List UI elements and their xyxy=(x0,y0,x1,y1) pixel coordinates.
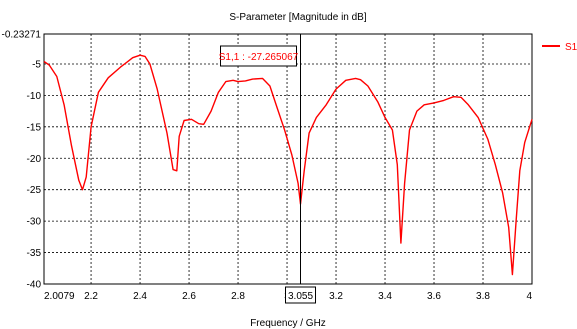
x-tick-label: 2.2 xyxy=(84,291,98,302)
y-tick-label: -35 xyxy=(27,248,42,259)
x-tick-label: 3.4 xyxy=(378,291,392,302)
y-axis-ticks: -0.23271 -5 -10 -15 -20 -25 -30 -35 -40 xyxy=(2,30,42,291)
y-tick-label: -20 xyxy=(27,154,42,165)
marker-x-box xyxy=(285,286,317,304)
x-tick-label: 2.6 xyxy=(182,291,196,302)
x-tick-label: 3.2 xyxy=(329,291,343,302)
marker-annotation-box xyxy=(220,45,298,67)
y-tick-label: -10 xyxy=(27,91,42,102)
plot-frame xyxy=(43,33,533,285)
x-tick-label: 2.8 xyxy=(231,291,245,302)
y-tick-label: -40 xyxy=(27,280,42,291)
legend: S1,1 xyxy=(542,42,577,53)
legend-label: S1,1 xyxy=(565,42,577,53)
y-tick-label: -30 xyxy=(27,217,42,228)
x-tick-label: 2.4 xyxy=(133,291,147,302)
x-axis-label: Frequency / GHz xyxy=(250,318,326,329)
marker-group: S1,1 : -27.265067 3.055 xyxy=(219,34,317,304)
x-tick-label: 2.0079 xyxy=(44,291,75,302)
y-tick-label: -15 xyxy=(27,122,42,133)
y-tick-label: -25 xyxy=(27,185,42,196)
y-tick-label: -0.23271 xyxy=(2,30,42,41)
x-tick-label: 3.8 xyxy=(476,291,490,302)
y-tick-label: -5 xyxy=(32,59,41,70)
series-line-s11 xyxy=(43,54,533,276)
chart-title: S-Parameter [Magnitude in dB] xyxy=(229,12,367,23)
x-tick-label: 4 xyxy=(526,291,532,302)
marker-x-value: 3.055 xyxy=(288,291,313,302)
grid xyxy=(44,34,532,284)
x-tick-label: 3.6 xyxy=(427,291,441,302)
series-group xyxy=(43,54,533,276)
marker-annotation: S1,1 : -27.265067 xyxy=(219,52,299,63)
